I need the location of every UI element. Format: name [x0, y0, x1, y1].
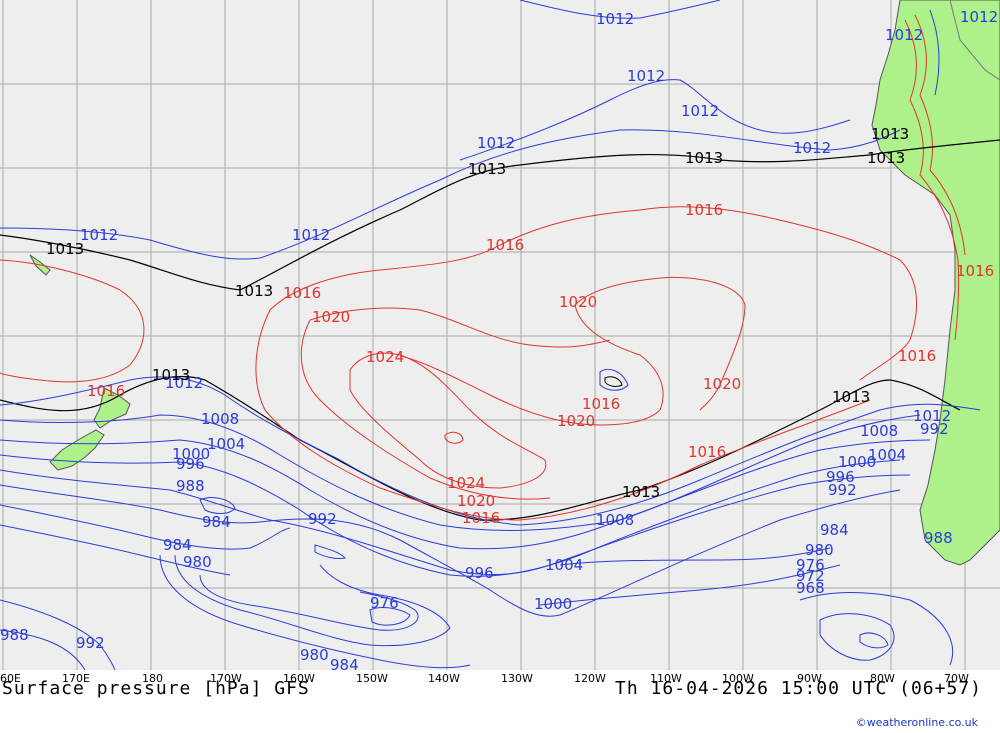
footer — [0, 670, 1000, 733]
isobar-label: 1012 — [80, 226, 118, 244]
isobar-label: 1012 — [292, 226, 330, 244]
isobar-label: 996 — [176, 455, 205, 473]
isobar-label: 972 — [796, 567, 825, 585]
isobar-label: 976 — [370, 594, 399, 612]
longitude-label: 60E — [0, 672, 21, 685]
isobar-label: 1012 — [596, 10, 634, 28]
isobar-label: 1024 — [447, 474, 485, 492]
new-zealand-north-island — [93, 387, 131, 429]
ocean-background — [0, 0, 1000, 670]
isobar-label: 980 — [805, 541, 834, 559]
isobar-label: 1008 — [860, 422, 898, 440]
isobar-label: 1020 — [559, 293, 597, 311]
isobar-label: 1012 — [165, 374, 203, 392]
isobar-label: 1008 — [201, 410, 239, 428]
isobar-label: 1020 — [557, 412, 595, 430]
graticule — [0, 0, 1000, 670]
isobar-label: 988 — [176, 477, 205, 495]
isobar-label: 1000 — [534, 595, 572, 613]
isobar-label: 1004 — [868, 446, 906, 464]
isobar-label: 1020 — [312, 308, 350, 326]
longitude-label: 130W — [501, 672, 533, 685]
isobar-label: 984 — [202, 513, 231, 531]
credit-link[interactable]: ©weatheronline.co.uk — [855, 716, 978, 729]
isobar-label: 1012 — [885, 26, 923, 44]
isobar-label: 1016 — [87, 382, 125, 400]
isobar-label: 980 — [300, 646, 329, 664]
longitude-label: 170E — [62, 672, 90, 685]
isobar-label: 1013 — [685, 149, 723, 167]
isobar-label: 988 — [0, 626, 29, 644]
isobar-label: 996 — [465, 564, 494, 582]
longitude-label: 70W — [944, 672, 969, 685]
isobar-label: 1012 — [960, 8, 998, 26]
isobar-label: 1013 — [468, 160, 506, 178]
isobar-label: 1016 — [898, 347, 936, 365]
chart-title: Surface pressure [hPa] GFS — [2, 678, 310, 699]
isobar-label: 992 — [828, 481, 857, 499]
isobar-label: 1024 — [366, 348, 404, 366]
longitude-label: 80W — [870, 672, 895, 685]
south-america-landmass — [871, 0, 1000, 566]
isobar-label: 1012 — [793, 139, 831, 157]
isobar-label: 1013 — [46, 240, 84, 258]
isobar-label: 976 — [796, 556, 825, 574]
longitude-label: 170W — [210, 672, 242, 685]
isobar-label: 1008 — [596, 511, 634, 529]
isobar-label: 1013 — [152, 366, 190, 384]
isobar-label: 1016 — [688, 443, 726, 461]
isobar-label: 984 — [820, 521, 849, 539]
isobar-label: 1016 — [462, 509, 500, 527]
longitude-label: 180 — [142, 672, 163, 685]
isobars-low — [0, 0, 981, 670]
isobar-label: 1013 — [832, 388, 870, 406]
new-zealand-south-island — [49, 429, 105, 471]
pressure-map: 1012 1012 1012 1012 1012 1012 1012 1012 … — [0, 0, 1000, 670]
isobar-label: 984 — [163, 536, 192, 554]
isobar-label: 984 — [330, 656, 359, 670]
isobar-label: 1016 — [283, 284, 321, 302]
isobar-label: 980 — [183, 553, 212, 571]
isobar-label: 1012 — [913, 407, 951, 425]
isobar-label: 1000 — [838, 453, 876, 471]
isobar-label: 992 — [308, 510, 337, 528]
longitude-label: 150W — [356, 672, 388, 685]
isobar-label: 1016 — [685, 201, 723, 219]
isobar-label: 1016 — [486, 236, 524, 254]
longitude-label: 160W — [283, 672, 315, 685]
andes-isobars — [904, 0, 1000, 341]
isobar-label: 992 — [920, 420, 949, 438]
longitude-label: 100W — [722, 672, 754, 685]
isobar-label: 968 — [796, 579, 825, 597]
isobar-label: 1000 — [172, 445, 210, 463]
isobars-high — [0, 206, 918, 521]
isobar-label: 1012 — [477, 134, 515, 152]
isobar-label: 996 — [826, 468, 855, 486]
isobar-label: 1004 — [545, 556, 583, 574]
valid-time: Th 16-04-2026 15:00 UTC (06+57) — [615, 678, 982, 699]
isobar-label: 992 — [76, 634, 105, 652]
isobars-1013 — [0, 139, 1000, 521]
isobar-label: 1012 — [681, 102, 719, 120]
isobar-label: 1013 — [622, 483, 660, 501]
isobar-label: 1013 — [871, 125, 909, 143]
isobar-label: 1016 — [582, 395, 620, 413]
isobar-label: 1013 — [867, 149, 905, 167]
longitude-label: 120W — [574, 672, 606, 685]
isobar-label: 1020 — [703, 375, 741, 393]
isobar-label: 1013 — [235, 282, 273, 300]
isobar-label: 1020 — [457, 492, 495, 510]
isobar-label: 1012 — [627, 67, 665, 85]
isobar-labels: 1012 1012 1012 1012 1012 1012 1012 1012 … — [0, 8, 998, 670]
isobar-label: 1004 — [207, 435, 245, 453]
longitude-label: 140W — [428, 672, 460, 685]
longitude-label: 110W — [650, 672, 682, 685]
isobar-label: 1016 — [956, 262, 994, 280]
longitude-label: 90W — [797, 672, 822, 685]
isobar-label: 988 — [924, 529, 953, 547]
